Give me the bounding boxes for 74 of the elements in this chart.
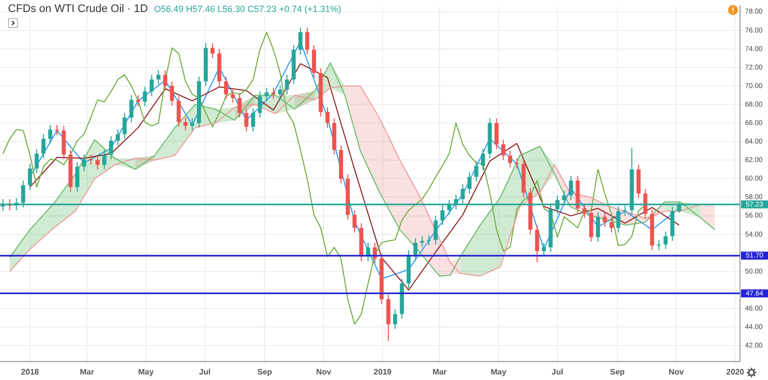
candlestick	[54, 124, 60, 136]
candlestick	[298, 27, 302, 55]
x-tick-label: Nov	[668, 367, 684, 376]
candlestick	[238, 92, 242, 118]
candlestick	[664, 231, 668, 250]
candlestick	[102, 149, 106, 170]
candlestick	[514, 158, 519, 169]
candlestick	[264, 87, 269, 102]
candlestick	[413, 238, 418, 260]
candlestick	[176, 96, 181, 128]
candlestick	[163, 70, 168, 92]
candlestick	[494, 118, 499, 150]
candlestick	[609, 217, 614, 233]
x-tick-label: 2018	[21, 367, 40, 376]
candlestick	[542, 242, 546, 256]
candlestick	[28, 163, 32, 190]
candlestick	[656, 239, 661, 251]
x-tick-label: Jul	[199, 367, 211, 376]
chart-subtitle: O56.49 H57.46 L56.30 C57.23 +0.74 (+1.31%)	[154, 4, 342, 14]
x-tick-label: Sep	[610, 367, 625, 376]
candlestick	[230, 89, 235, 104]
chart-title: CFDs on WTI Crude Oil · 1D	[8, 3, 148, 15]
candlestick	[602, 212, 607, 228]
candlestick	[508, 150, 512, 168]
x-tick-label: 2020	[726, 367, 745, 376]
candlestick	[596, 212, 600, 242]
candlestick	[582, 203, 586, 218]
candlestick	[258, 91, 262, 118]
candlestick	[156, 70, 160, 85]
candlestick	[150, 74, 154, 97]
candlestick	[210, 42, 215, 59]
x-tick-label: May	[490, 367, 507, 376]
candlestick	[183, 116, 188, 131]
candlestick	[278, 84, 282, 100]
candlestick	[190, 118, 194, 131]
candlestick	[325, 106, 330, 128]
candlestick	[474, 160, 478, 182]
candlestick	[96, 155, 100, 170]
candlestick	[568, 175, 573, 201]
x-tick-label: Jul	[552, 367, 564, 376]
candlestick	[643, 188, 648, 220]
candlestick	[41, 134, 46, 159]
candlestick	[109, 136, 114, 160]
candlestick	[251, 108, 256, 132]
candlestick	[467, 172, 472, 194]
candlestick	[535, 224, 540, 263]
candlestick	[34, 148, 39, 174]
candlestick	[224, 76, 228, 100]
x-tick-label: Mar	[432, 367, 447, 376]
candlestick	[116, 129, 120, 146]
x-tick-label: Sep	[257, 367, 272, 376]
candlestick	[481, 148, 486, 171]
candlestick	[305, 27, 310, 55]
candlestick	[501, 139, 506, 161]
candlestick	[426, 234, 431, 246]
x-tick-label: Nov	[316, 367, 332, 376]
candlestick	[434, 215, 438, 246]
candlestick	[142, 86, 147, 107]
candlestick	[271, 87, 276, 100]
candlestick	[244, 108, 248, 132]
candlestick	[352, 210, 357, 233]
candlestick	[48, 124, 52, 144]
x-tick-label: 2019	[374, 367, 392, 376]
candlestick	[122, 112, 127, 140]
candlestick	[393, 308, 398, 330]
candlestick	[82, 154, 86, 172]
x-tick-label: Mar	[80, 367, 94, 376]
candlestick	[88, 154, 93, 166]
x-tick-label: May	[138, 367, 154, 376]
candlestick	[312, 44, 316, 78]
candlestick	[129, 94, 134, 123]
candlestick	[75, 162, 80, 192]
candlestick	[170, 80, 174, 106]
candlestick	[284, 74, 289, 95]
